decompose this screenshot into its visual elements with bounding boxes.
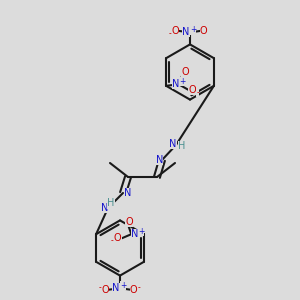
Text: +: + — [138, 227, 144, 236]
Text: +: + — [179, 77, 185, 86]
Text: O: O — [200, 26, 207, 36]
Text: O: O — [188, 85, 196, 95]
Text: O: O — [182, 67, 189, 77]
Text: +: + — [190, 26, 196, 34]
Text: O: O — [102, 285, 110, 295]
Text: N: N — [182, 27, 190, 38]
Text: -: - — [196, 88, 199, 97]
Text: N: N — [124, 188, 131, 198]
Text: O: O — [125, 217, 133, 227]
Text: +: + — [120, 281, 126, 290]
Text: O: O — [172, 26, 179, 36]
Text: O: O — [114, 233, 122, 243]
Text: N: N — [131, 229, 139, 239]
Text: O: O — [130, 285, 137, 295]
Text: -: - — [111, 237, 114, 246]
Text: N: N — [101, 203, 109, 213]
Text: H: H — [178, 141, 186, 151]
Text: N: N — [156, 155, 163, 165]
Text: -: - — [99, 283, 102, 292]
Text: -: - — [137, 283, 140, 292]
Text: N: N — [112, 283, 120, 293]
Text: H: H — [107, 199, 115, 208]
Text: N: N — [169, 140, 177, 149]
Text: N: N — [172, 79, 179, 89]
Text: -: - — [169, 29, 172, 38]
